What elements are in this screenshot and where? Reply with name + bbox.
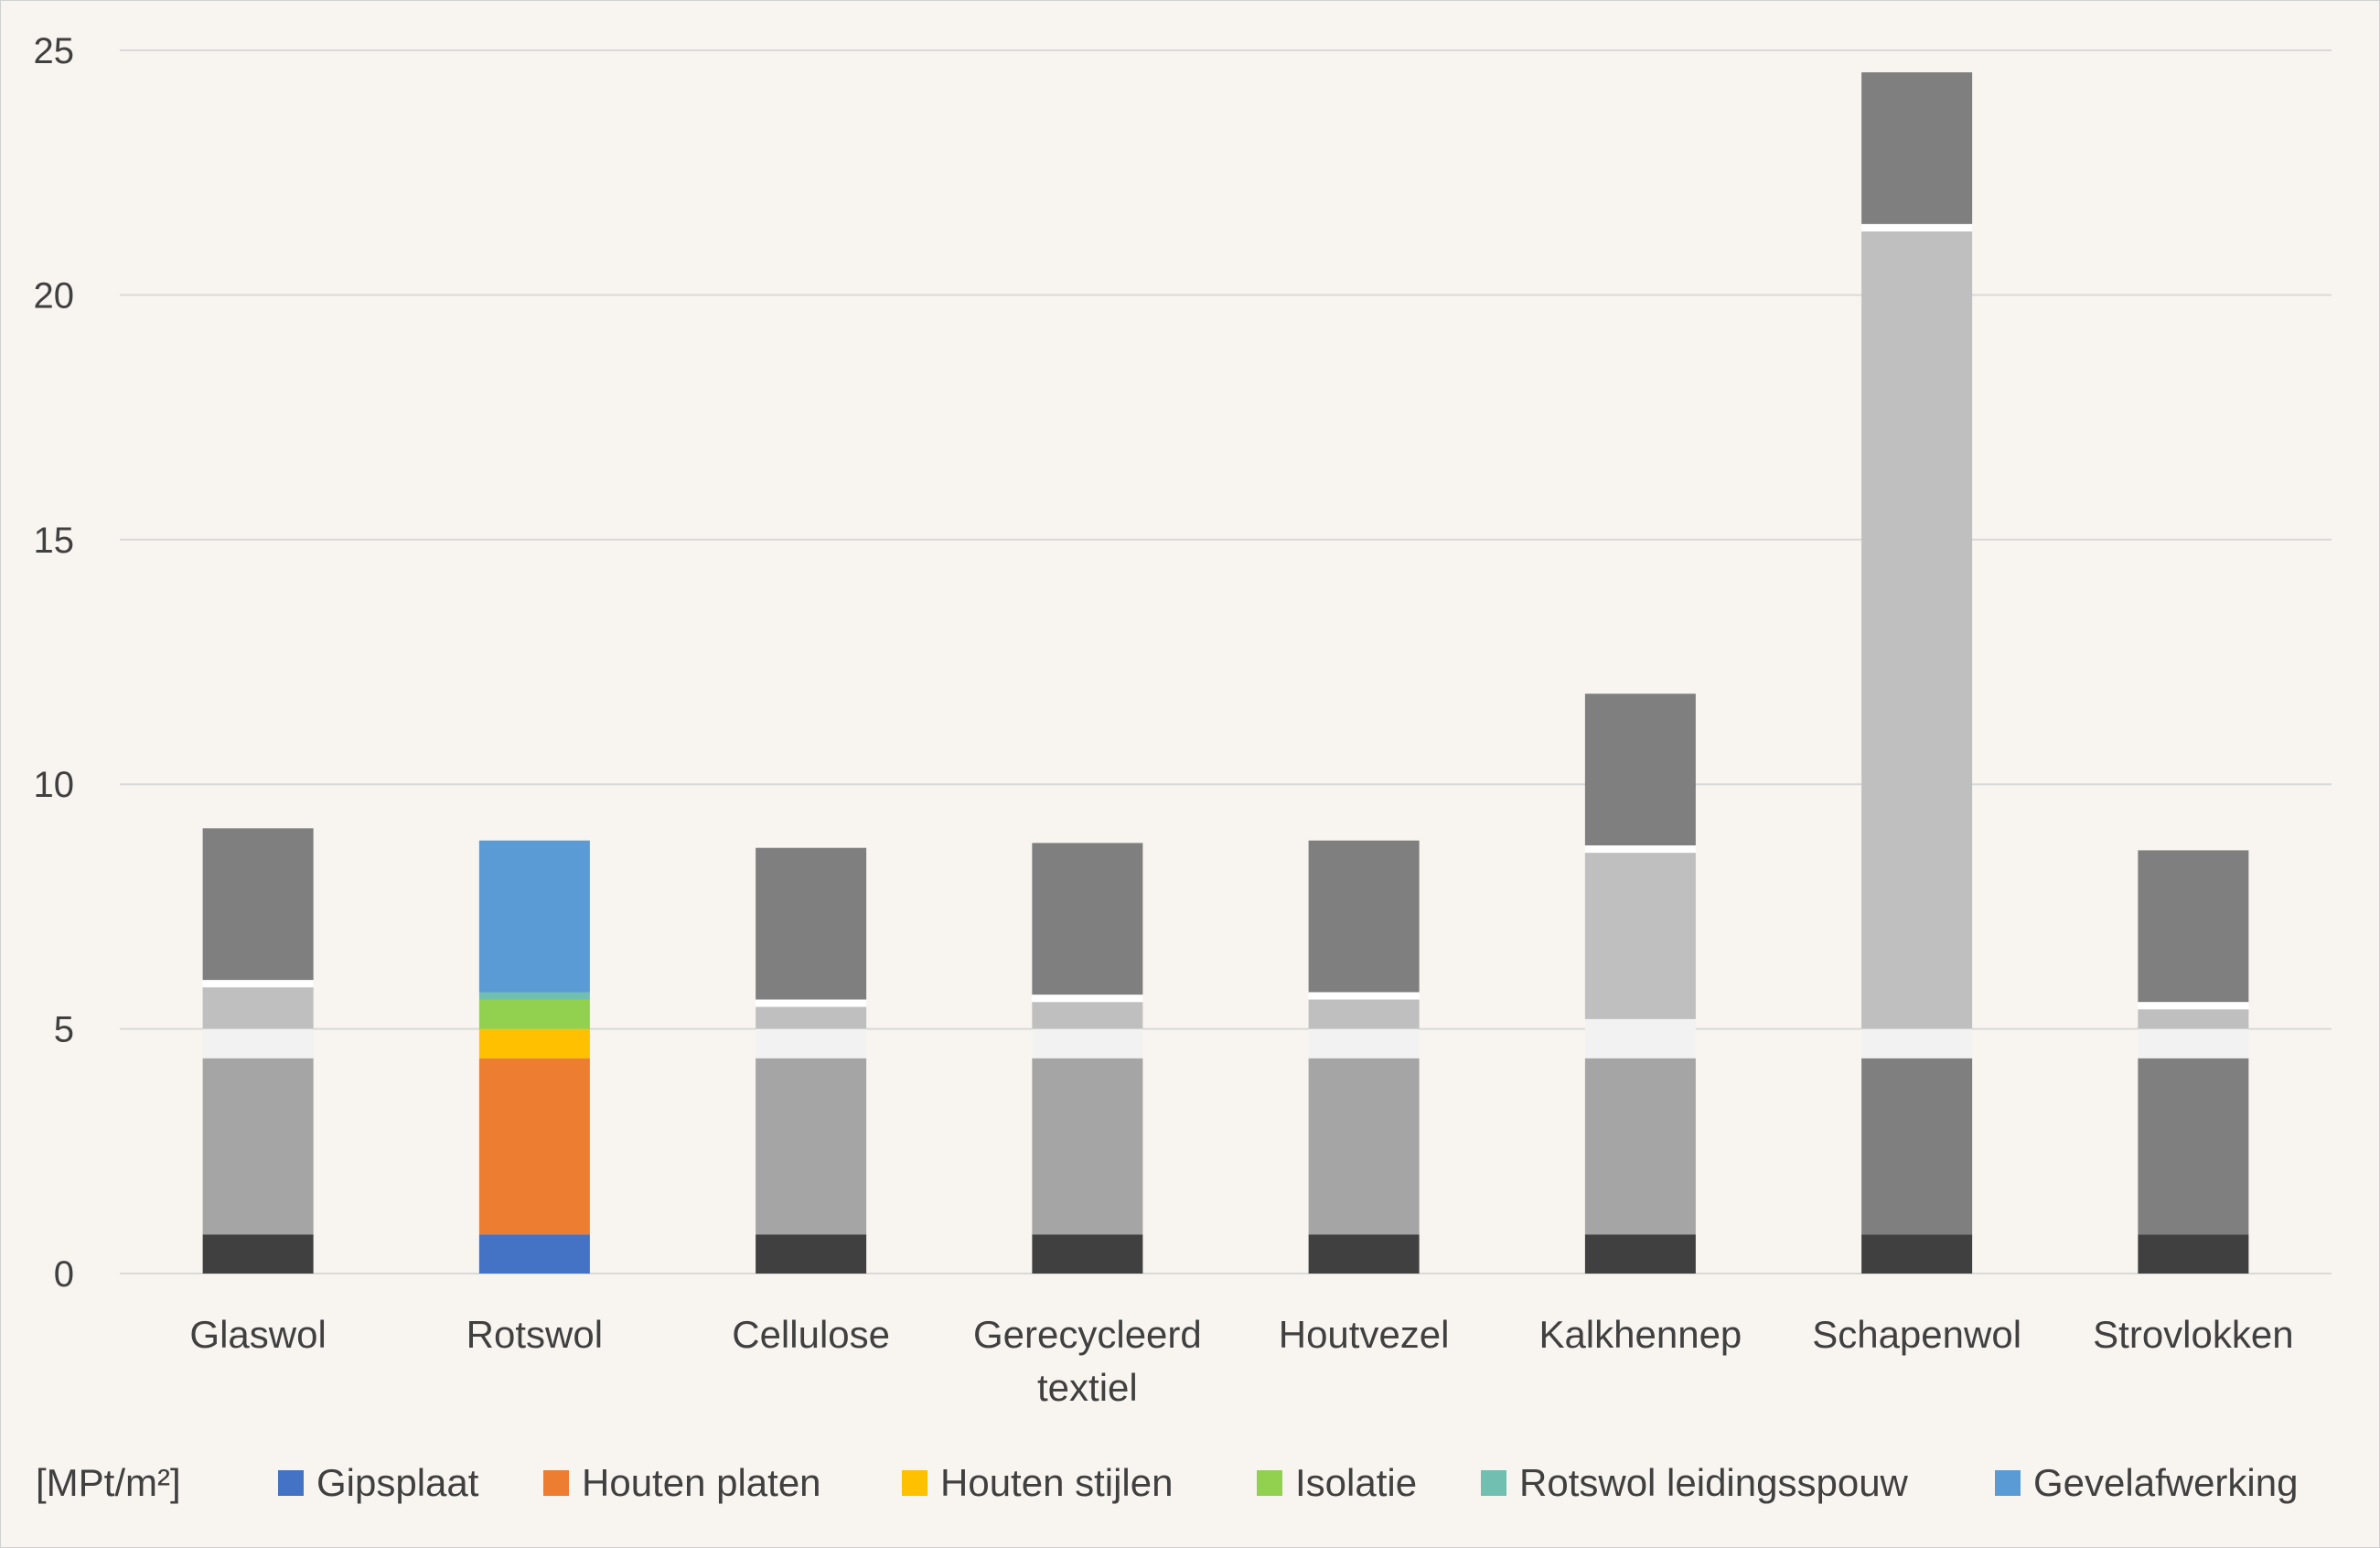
legend-swatch (1481, 1470, 1506, 1496)
bar-segment (202, 828, 314, 981)
bar-segment (1861, 231, 1973, 1029)
x-category-label: Houtvezel (1279, 1313, 1450, 1356)
bar-segment (1584, 845, 1696, 854)
bar-segment (2138, 1009, 2249, 1029)
unit-label: [MPt/m²] (36, 1461, 181, 1504)
bar-segment (202, 1058, 314, 1235)
bar-segment (756, 847, 867, 1000)
bar-segment (1032, 1028, 1143, 1059)
legend-item: Houten platen (543, 1461, 821, 1504)
bar-segment (202, 1234, 314, 1274)
bar-stack (478, 840, 590, 1274)
bar-segment (1308, 1028, 1420, 1059)
bar-segment (756, 1028, 867, 1059)
bar-segment (202, 987, 314, 1029)
x-category-label: Cellulose (732, 1313, 890, 1356)
bar-segment (2138, 850, 2249, 1003)
bar-segment (756, 1234, 867, 1274)
gridlines (120, 49, 2332, 1274)
bar-segment (1032, 1002, 1143, 1029)
bar-stack (1584, 693, 1696, 1274)
y-axis-tick-labels: 0 5 10 15 20 25 (34, 31, 75, 1295)
bar-segment (1032, 1058, 1143, 1235)
bar-segment (1584, 1234, 1696, 1274)
bar-segment (1308, 992, 1420, 1000)
bar-segment (756, 999, 867, 1007)
bar-segment (1861, 72, 1973, 224)
x-category-label: Glaswol (189, 1313, 326, 1356)
bar-segment (2138, 1234, 2249, 1274)
x-category-label: Rotswol (466, 1313, 603, 1356)
legend-label: Houten stijlen (940, 1461, 1173, 1504)
bar-segment (1032, 843, 1143, 995)
legend-item: Gevelafwerking (1995, 1461, 2298, 1504)
legend-label: Isolatie (1295, 1461, 1417, 1504)
bar-segment (1584, 693, 1696, 846)
bar-stack (756, 847, 867, 1274)
bar-segment (478, 1028, 590, 1059)
legend-swatch (1257, 1470, 1282, 1496)
y-tick-label: 20 (34, 275, 75, 316)
bar-segment (1032, 994, 1143, 1003)
bar-segment (2138, 1058, 2249, 1235)
legend-label: Rotswol leidingsspouw (1519, 1461, 1909, 1504)
bar-segment (1861, 223, 1973, 231)
y-tick-label: 0 (54, 1254, 74, 1295)
legend-item: Gipsplaat (278, 1461, 479, 1504)
bar-segment (2138, 1002, 2249, 1010)
bar-segment (2138, 1028, 2249, 1059)
legend-swatch (543, 1470, 569, 1496)
bar-segment (756, 1058, 867, 1235)
bars (202, 72, 2249, 1274)
bar-segment (1308, 999, 1420, 1029)
legend-swatch (902, 1470, 927, 1496)
x-category-label: Gerecycleerd textiel (973, 1313, 1202, 1409)
legend-item: Isolatie (1257, 1461, 1417, 1504)
y-tick-label: 10 (34, 765, 75, 805)
bar-segment (1308, 1058, 1420, 1235)
legend-label: Houten platen (582, 1461, 821, 1504)
x-axis-category-labels: Glaswol Rotswol Cellulose Gerecycleerd texti… (189, 1313, 2293, 1409)
legend-item: Houten stijlen (902, 1461, 1173, 1504)
bar-segment (1584, 1018, 1696, 1059)
bar-stack (1308, 840, 1420, 1274)
bar-stack (2138, 850, 2249, 1274)
x-category-label: Schapenwol (1812, 1313, 2021, 1356)
bar-stack (202, 828, 314, 1274)
bar-segment (478, 999, 590, 1029)
bar-segment (756, 1006, 867, 1029)
bar-segment (1861, 1028, 1973, 1059)
bar-stack (1032, 843, 1143, 1274)
bar-segment (1308, 840, 1420, 993)
bar-segment (1584, 1058, 1696, 1235)
bar-stack (1861, 72, 1973, 1274)
bar-segment (478, 992, 590, 1000)
bar-segment (1861, 1058, 1973, 1235)
legend-swatch (1995, 1470, 2021, 1496)
legend-swatch (278, 1470, 304, 1496)
x-category-label: Kalkhennep (1538, 1313, 1742, 1356)
y-tick-label: 25 (34, 31, 75, 71)
bar-segment (478, 1058, 590, 1235)
legend-item: Rotswol leidingsspouw (1481, 1461, 1909, 1504)
bar-segment (202, 1028, 314, 1059)
bar-segment (1861, 1234, 1973, 1274)
bar-segment (202, 980, 314, 988)
bar-segment (1032, 1234, 1143, 1274)
legend-label: Gevelafwerking (2033, 1461, 2298, 1504)
bar-segment (478, 840, 590, 993)
legend: [MPt/m²] Gipsplaat Houten platen Houten sti… (36, 1461, 2298, 1504)
y-tick-label: 5 (54, 1010, 74, 1050)
x-category-label: Strovlokken (2093, 1313, 2293, 1356)
y-tick-label: 15 (34, 521, 75, 561)
bar-segment (478, 1234, 590, 1274)
bar-segment (1308, 1234, 1420, 1274)
bar-segment (1584, 853, 1696, 1019)
legend-label: Gipsplaat (316, 1461, 479, 1504)
